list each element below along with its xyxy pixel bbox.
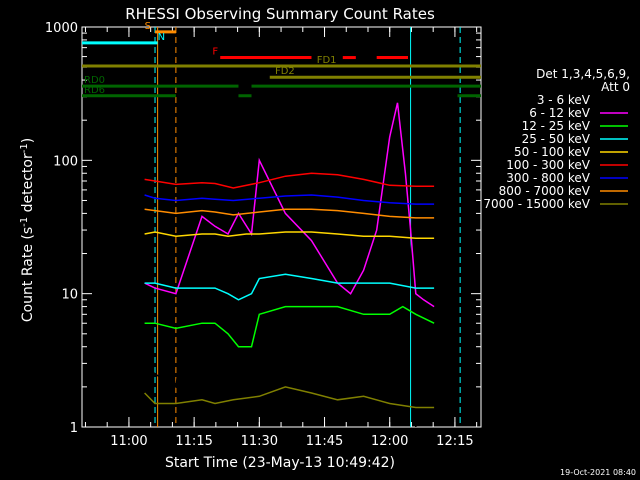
x-tick-label: 12:15: [436, 434, 473, 449]
y-axis-label-sup2: -1: [19, 143, 30, 153]
legend-header-line2: Att 0: [601, 80, 630, 94]
flag-label: FD1: [317, 55, 337, 66]
legend-label: 50 - 100 keV: [514, 145, 591, 159]
legend-label: 3 - 6 keV: [537, 93, 591, 107]
x-tick-label: 11:45: [306, 434, 343, 449]
y-tick-label: 1: [70, 421, 78, 436]
x-tick-label: 11:30: [241, 434, 278, 449]
flag-label: N: [158, 32, 165, 43]
y-tick-label: 10: [61, 288, 78, 303]
y-axis-label-rest: detector: [20, 153, 36, 217]
y-axis-label-end: ): [20, 138, 36, 143]
legend-label: 12 - 25 keV: [522, 119, 591, 133]
series-line: [144, 386, 435, 409]
series-line: [144, 208, 435, 219]
series-line: [144, 144, 417, 428]
legend-label: 800 - 7000 keV: [499, 184, 591, 198]
legend-label: 25 - 50 keV: [522, 132, 591, 146]
series-line: [144, 172, 435, 189]
series-line: [144, 305, 435, 348]
y-axis-label-sup: -1: [19, 217, 30, 227]
legend-label: 300 - 800 keV: [506, 171, 590, 185]
y-axis-label: Count Rate (s-1 detector-1): [19, 138, 36, 322]
y-tick-label: 1000: [45, 21, 78, 36]
legend-label: 6 - 12 keV: [529, 106, 591, 120]
x-tick-label: 11:15: [175, 434, 212, 449]
x-axis-label: Start Time (23-May-13 10:49:42): [165, 455, 395, 471]
chart-title: RHESSI Observing Summary Count Rates: [125, 5, 435, 23]
series-line: [144, 194, 435, 205]
x-tick-label: 12:00: [371, 434, 408, 449]
y-tick-label: 100: [53, 154, 78, 169]
flag-label: F: [212, 47, 218, 58]
plot-area: 1 10 100 1000 11:00 11:15 11:30 11:45 12:00 12:15…: [45, 21, 482, 449]
legend-label: 7000 - 15000 keV: [483, 197, 590, 211]
flag-label: RD6: [84, 85, 105, 96]
legend-header-line1: Det 1,3,4,5,6,9,: [536, 67, 630, 81]
flag-label: RD0: [84, 75, 105, 86]
series-line: [144, 273, 435, 301]
flag-label: S: [145, 21, 151, 32]
y-axis-label-main: Count Rate (s: [20, 227, 36, 322]
series-line: [144, 231, 435, 240]
legend-label: 100 - 300 keV: [506, 158, 590, 172]
series-line: [144, 102, 435, 308]
footer-timestamp: 19-Oct-2021 08:40: [560, 468, 636, 477]
x-tick-label: 11:00: [110, 434, 147, 449]
flag-label: FD2: [275, 66, 295, 77]
